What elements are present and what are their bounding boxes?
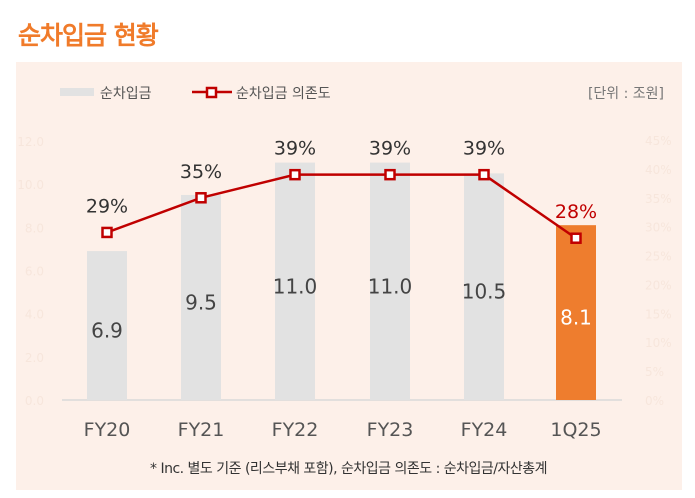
legend-label: 순차입금 xyxy=(100,86,152,102)
bar xyxy=(275,162,315,400)
legend-bar-swatch xyxy=(60,88,94,96)
right-axis-tick: 45% xyxy=(645,134,672,148)
x-tick-label: 1Q25 xyxy=(550,419,601,441)
bar xyxy=(556,225,596,400)
line-marker xyxy=(289,168,301,181)
line-marker xyxy=(570,232,582,244)
right-axis-tick: 40% xyxy=(645,163,672,177)
right-axis-tick: 15% xyxy=(645,307,672,321)
right-axis-tick: 25% xyxy=(645,250,672,264)
line-series xyxy=(106,173,577,240)
x-tick-label: FY20 xyxy=(84,419,131,441)
line-value-label: 39% xyxy=(369,138,411,160)
right-axis-tick: 10% xyxy=(645,336,672,350)
footnote: * Inc. 별도 기준 (리스부채 포함), 순차입금 의존도 : 순차입금/… xyxy=(150,461,548,477)
x-tick-label: FY24 xyxy=(461,419,508,441)
line-marker xyxy=(478,168,490,181)
bar-value-label: 11.0 xyxy=(368,274,413,298)
line-value-label: 35% xyxy=(180,161,222,183)
bar xyxy=(87,251,127,400)
right-axis-tick: 20% xyxy=(645,278,672,292)
bar xyxy=(464,173,504,400)
line-value-label: 28% xyxy=(555,201,597,223)
bar-value-label: 8.1 xyxy=(560,306,592,330)
line-marker xyxy=(101,226,113,239)
left-axis-tick: 4.0 xyxy=(25,308,44,322)
right-axis-tick: 30% xyxy=(645,221,672,235)
page-title: 순차입금 현황 xyxy=(18,21,159,50)
x-tick-label: FY21 xyxy=(178,419,225,441)
left-axis-tick: 2.0 xyxy=(25,351,44,365)
right-axis-tick: 0% xyxy=(645,394,664,408)
right-axis-tick: 5% xyxy=(645,365,664,379)
line-marker xyxy=(384,168,396,181)
left-axis-tick: 6.0 xyxy=(25,265,44,279)
legend-label: 순차입금 의존도 xyxy=(236,86,331,102)
bar-value-label: 6.9 xyxy=(91,319,123,343)
legend-marker xyxy=(205,86,218,99)
x-tick-label: FY22 xyxy=(272,419,319,441)
bar-value-label: 11.0 xyxy=(273,274,318,298)
line-value-label: 39% xyxy=(274,138,316,160)
line-value-label: 39% xyxy=(463,138,505,160)
unit-label: [단위 : 조원] xyxy=(588,86,664,102)
left-axis-tick: 8.0 xyxy=(25,221,44,235)
left-axis-tick: 10.0 xyxy=(17,178,44,192)
bar xyxy=(181,194,221,400)
left-axis-tick: 0.0 xyxy=(25,394,44,408)
x-tick-label: FY23 xyxy=(367,419,414,441)
bar-value-label: 9.5 xyxy=(185,290,217,314)
bar xyxy=(370,162,410,400)
right-axis-tick: 35% xyxy=(645,192,672,206)
line-value-label: 29% xyxy=(86,195,128,217)
bar-value-label: 10.5 xyxy=(462,280,507,304)
line-marker xyxy=(195,192,207,204)
left-axis-tick: 12.0 xyxy=(17,135,44,149)
